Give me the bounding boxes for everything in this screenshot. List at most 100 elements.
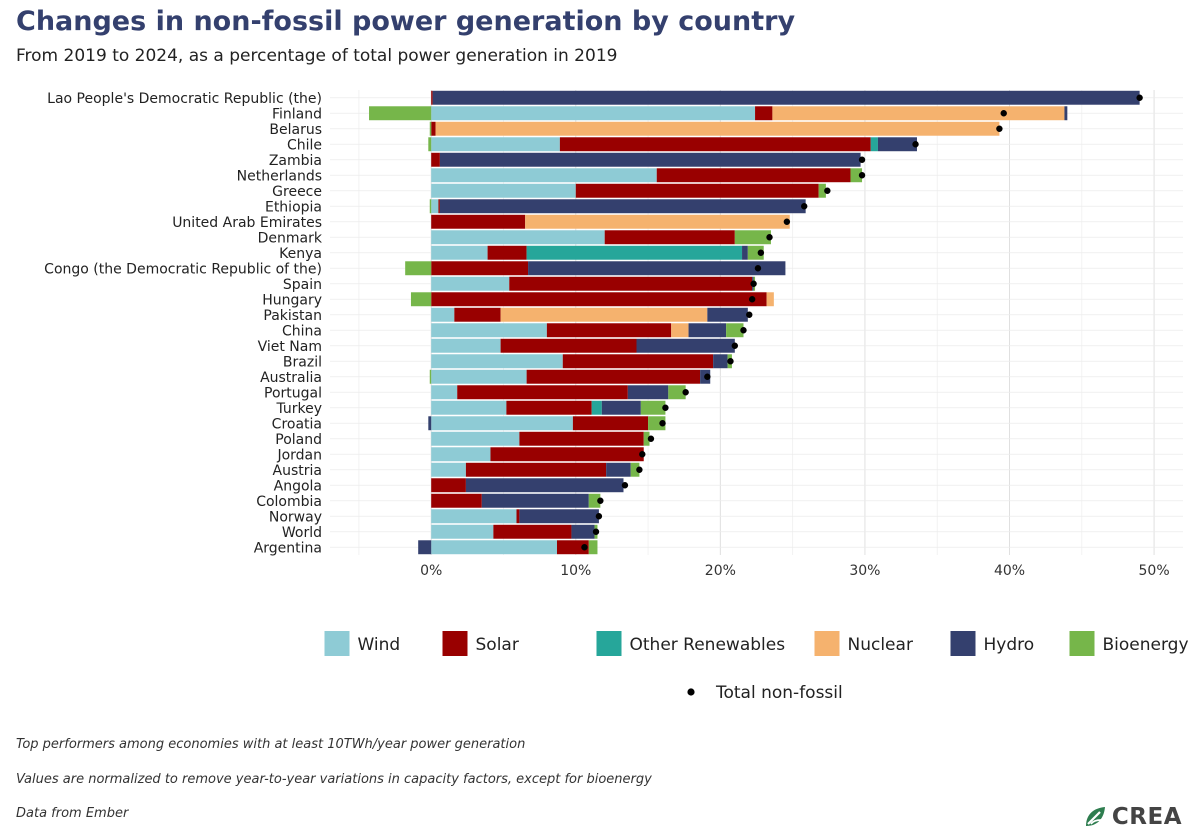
- total-point: [740, 327, 747, 334]
- category-label: Congo (the Democratic Republic of the): [44, 261, 322, 277]
- bar-solar: [526, 369, 701, 384]
- total-point: [757, 249, 765, 256]
- legend-total-marker: [687, 688, 695, 696]
- category-label: Denmark: [258, 230, 323, 246]
- category-label: Kenya: [279, 246, 322, 262]
- bar-hydro: [606, 462, 631, 477]
- total-point: [704, 373, 711, 380]
- bar-bioenergy: [429, 121, 432, 136]
- legend-swatch-hydro: [950, 631, 976, 656]
- bar-other-renewables: [591, 400, 602, 415]
- bar-bioenergy: [630, 462, 640, 477]
- bar-bioenergy: [726, 323, 744, 338]
- bar-wind: [431, 385, 458, 400]
- bar-hydro: [627, 385, 669, 400]
- bar-bioenergy: [428, 137, 432, 152]
- category-label: Austria: [273, 463, 322, 479]
- bar-bioenergy: [369, 106, 432, 121]
- bar-other-renewables: [870, 137, 878, 152]
- legend-swatch-nuclear: [814, 631, 840, 656]
- category-label: Turkey: [275, 401, 322, 417]
- legend-label-nuclear: Nuclear: [848, 635, 913, 655]
- total-point: [754, 265, 762, 272]
- category-label: Belarus: [269, 122, 322, 138]
- bar-hydro: [432, 90, 1140, 105]
- category-label: Australia: [260, 370, 322, 386]
- bar-solar: [516, 509, 520, 524]
- bar-wind: [431, 509, 517, 524]
- legend-label-other-renewables: Other Renewables: [630, 635, 786, 655]
- bar-solar: [562, 354, 714, 369]
- legend-swatch-bioenergy: [1069, 631, 1095, 656]
- bar-bioenergy: [429, 199, 432, 214]
- bar-bioenergy: [648, 416, 666, 431]
- bar-other-renewables: [526, 245, 743, 260]
- bars: [369, 90, 1140, 555]
- bar-hydro: [742, 245, 748, 260]
- footnote-1: Top performers among economies with at l…: [16, 737, 526, 752]
- bar-wind: [431, 323, 547, 338]
- bar-nuclear: [772, 106, 1065, 121]
- bar-solar: [431, 493, 482, 508]
- legend: Wind Solar Other Renewables Nuclear Hydro Bio…: [324, 631, 1189, 703]
- total-point: [1000, 110, 1007, 117]
- bar-wind: [431, 276, 510, 291]
- bar-hydro: [519, 509, 599, 524]
- bar-solar: [519, 431, 644, 446]
- bar-solar: [604, 230, 735, 245]
- bar-bioenergy: [588, 493, 601, 508]
- bar-bioenergy: [429, 369, 432, 384]
- bar-hydro: [439, 152, 861, 167]
- total-point: [639, 451, 646, 458]
- chart-title: Changes in non-fossil power generation b…: [16, 6, 796, 37]
- category-label: Ethiopia: [265, 199, 322, 215]
- category-label: Angola: [274, 478, 322, 494]
- total-markers: [581, 94, 1143, 551]
- bar-bioenergy: [643, 431, 650, 446]
- crea-logo: CREA: [1082, 804, 1182, 830]
- category-label: Brazil: [283, 354, 322, 370]
- bar-bioenergy: [734, 230, 771, 245]
- bar-wind: [431, 199, 439, 214]
- bar-wind: [431, 168, 657, 183]
- bar-nuclear: [525, 214, 790, 229]
- total-point: [621, 482, 629, 489]
- footnote-2: Values are normalized to remove year-to-…: [16, 772, 652, 787]
- category-label: Greece: [272, 184, 322, 200]
- bar-bioenergy: [588, 540, 598, 555]
- category-label: Viet Nam: [258, 339, 322, 355]
- bar-solar: [431, 90, 433, 105]
- total-point: [595, 513, 603, 520]
- category-label: Jordan: [276, 447, 322, 463]
- bar-solar: [656, 168, 851, 183]
- bar-hydro: [465, 478, 624, 493]
- total-point: [858, 172, 866, 179]
- category-label: China: [282, 323, 322, 339]
- bar-hydro: [877, 137, 917, 152]
- total-point: [592, 528, 600, 535]
- legend-swatch-other-renewables: [596, 631, 622, 656]
- bar-wind: [431, 524, 494, 539]
- total-point: [727, 358, 734, 365]
- x-tick-label: 0%: [420, 563, 442, 579]
- total-point: [750, 280, 757, 287]
- x-tick-label: 20%: [705, 563, 736, 579]
- bar-solar: [431, 261, 529, 276]
- category-label: Zambia: [269, 153, 322, 169]
- bar-wind: [431, 354, 563, 369]
- bar-solar: [572, 416, 649, 431]
- plot-panel: [330, 90, 1183, 555]
- bar-wind: [431, 416, 573, 431]
- bar-solar: [457, 385, 628, 400]
- bar-solar: [431, 152, 440, 167]
- category-label: Netherlands: [237, 168, 322, 184]
- total-point: [1136, 94, 1143, 101]
- bar-wind: [431, 307, 455, 322]
- bar-solar: [506, 400, 592, 415]
- bar-hydro: [707, 307, 748, 322]
- bar-bioenergy: [410, 292, 432, 307]
- bar-nuclear: [435, 121, 1000, 136]
- category-label: Finland: [272, 106, 322, 122]
- bar-wind: [431, 431, 520, 446]
- bar-wind: [431, 447, 491, 462]
